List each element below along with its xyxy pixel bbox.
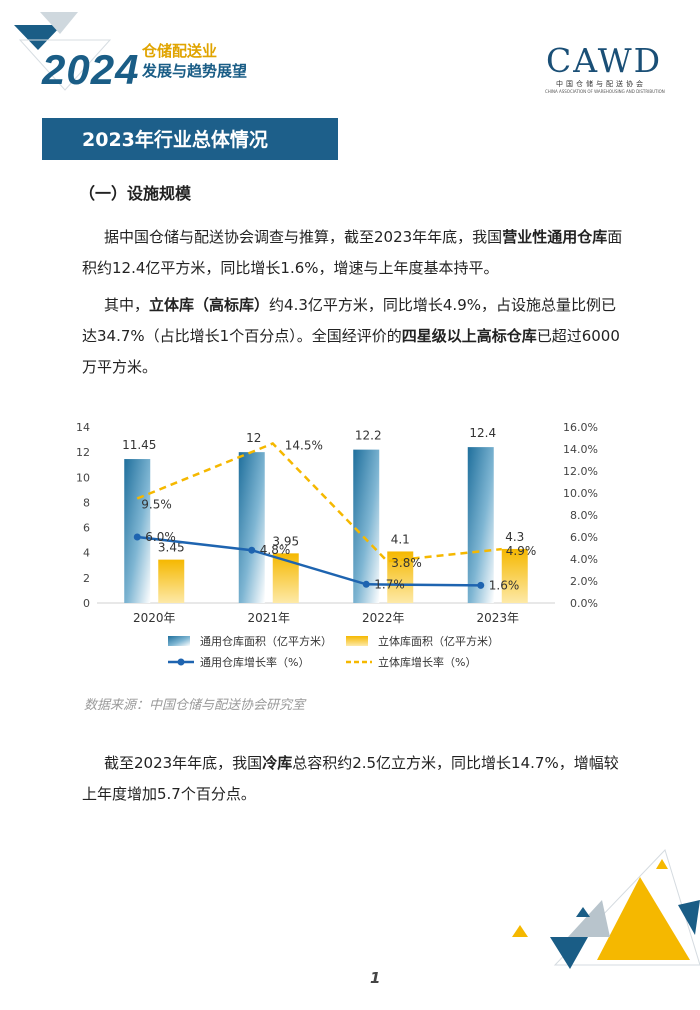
paragraph-text: 据中国仓储与配送协会调查与推算，截至2023年年底，我国 (104, 228, 503, 246)
paragraph-text: 总容积约2.5亿立方米，同比增长14.7%，增幅较上年度增加5.7个百分点。 (82, 754, 619, 803)
bar-label-high-standard: 4.3 (505, 530, 524, 544)
label-general-warehouse-growth: 4.8% (260, 543, 291, 557)
footer-triangle-blue (550, 937, 588, 969)
paragraph-bold-text: 冷库 (262, 754, 293, 772)
bar-general-warehouse (124, 459, 151, 603)
header-title-line2: 发展与趋势展望 (142, 62, 248, 80)
cawd-logo: CAWD (546, 41, 663, 80)
y-axis-tick-label: 12 (76, 446, 90, 459)
legend-swatch (346, 636, 368, 646)
y-axis-tick-label: 0 (83, 597, 90, 610)
paragraph-cold-storage: 截至2023年年底，我国冷库总容积约2.5亿立方米，同比增长14.7%，增幅较上… (82, 748, 630, 810)
point-general-warehouse-growth (477, 581, 485, 589)
header-triangle-dark (14, 25, 62, 50)
legend-entry: 立体库增长率（%） (378, 655, 476, 669)
line-high-standard-growth (136, 442, 502, 563)
y2-axis-tick-label: 2.0% (570, 575, 598, 588)
y2-axis-tick-label: 16.0% (563, 421, 598, 434)
paragraph-text: 截至2023年年底，我国 (104, 754, 263, 772)
bar-label-general-warehouse: 12 (246, 431, 261, 445)
bar-label-general-warehouse: 12.2 (355, 429, 382, 443)
y2-axis-tick-label: 0.0% (570, 597, 598, 610)
header-triangle-outline (18, 39, 112, 91)
paragraph-bold-text: 立体库（高标库） (149, 296, 270, 314)
label-high-standard-growth: 4.9% (506, 544, 537, 558)
y-axis-tick-label: 6 (83, 522, 90, 535)
x-axis-category-label: 2020年 (133, 611, 176, 625)
label-general-warehouse-growth: 1.7% (374, 577, 405, 591)
bar-label-high-standard: 4.1 (391, 532, 410, 546)
paragraph-bold-text: 营业性通用仓库 (502, 228, 608, 246)
point-general-warehouse-growth (362, 580, 370, 588)
label-high-standard-growth: 14.5% (285, 439, 323, 453)
bar-label-general-warehouse: 11.45 (122, 438, 156, 452)
section-title-bar (42, 118, 338, 160)
label-general-warehouse-growth: 6.0% (145, 530, 176, 544)
label-high-standard-growth: 9.5% (141, 498, 172, 512)
y2-axis-tick-label: 10.0% (563, 487, 598, 500)
header-year: 2024 (42, 46, 140, 93)
y2-axis-tick-label: 8.0% (570, 509, 598, 522)
warehouse-chart: 0 2 4 6 8 10 12 14 0.0% 2.0% 4.0% 6.0% 8.0% 10.0% 12.0… (76, 421, 598, 669)
legend-swatch (168, 636, 190, 646)
footer-triangle-tiny-blue (576, 907, 590, 917)
subsection-heading: （一）设施规模 (79, 184, 192, 203)
y-axis-tick-label: 10 (76, 471, 90, 484)
logo-english-name: CHINA ASSOCIATION OF WAREHOUSING AND DIS… (545, 89, 665, 94)
header-title-line1: 仓储配送业 (142, 42, 218, 60)
header-decoration (14, 12, 112, 91)
legend-entry: 通用仓库面积（亿平方米） (200, 634, 332, 648)
paragraph-general-warehouse: 据中国仓储与配送协会调查与推算，截至2023年年底，我国营业性通用仓库面积约12… (82, 222, 630, 284)
bar-general-warehouse (353, 449, 380, 603)
label-high-standard-growth: 3.8% (391, 556, 422, 570)
bar-high-standard (501, 548, 528, 603)
x-axis-category-label: 2021年 (247, 611, 290, 625)
y2-axis-tick-label: 4.0% (570, 553, 598, 566)
paragraph-text: 约4.3亿平方米，同比增长4.9%，占设施总量比例已达34.7%（占比增长1个百… (82, 296, 616, 345)
x-axis-category-label: 2022年 (362, 611, 405, 625)
footer-decoration (512, 849, 700, 969)
logo-chinese-name: 中国仓储与配送协会 (556, 80, 646, 88)
footer-triangle-large-yellow (597, 877, 690, 960)
y2-axis-tick-label: 6.0% (570, 531, 598, 544)
paragraph-high-standard: 其中，立体库（高标库）约4.3亿平方米，同比增长4.9%，占设施总量比例已达34… (82, 290, 630, 383)
legend-entry: 通用仓库增长率（%） (200, 655, 309, 669)
bar-label-general-warehouse: 12.4 (469, 426, 496, 440)
bar-general-warehouse (238, 452, 265, 603)
bar-general-warehouse (467, 447, 494, 603)
paragraph-text: 面积约12.4亿平方米，同比增长1.6%，增速与上年度基本持平。 (82, 228, 623, 277)
footer-triangle-small-yellow (512, 925, 528, 937)
y2-axis-tick-label: 14.0% (563, 443, 598, 456)
footer-triangle-tiny-yellow (656, 859, 668, 869)
y-axis-tick-label: 2 (83, 572, 90, 585)
section-title: 2023年行业总体情况 (82, 129, 268, 151)
page-number: 1 (370, 969, 381, 987)
footer-triangle-grey (568, 900, 610, 937)
point-general-warehouse-growth (248, 546, 256, 554)
bar-high-standard (158, 559, 185, 603)
line-general-warehouse-growth (137, 535, 481, 587)
y2-axis-tick-label: 12.0% (563, 465, 598, 478)
legend-entry: 立体库面积（亿平方米） (378, 634, 499, 648)
label-general-warehouse-growth: 1.6% (489, 578, 520, 592)
paragraph-text: 已超过6000万平方米。 (82, 327, 620, 376)
y-axis-tick-label: 8 (83, 496, 90, 509)
footer-triangle-right-blue (678, 900, 700, 935)
legend-swatch-marker (177, 658, 185, 666)
y-axis-tick-label: 4 (83, 547, 90, 560)
header-triangle-light (40, 12, 78, 34)
paragraph-bold-text: 四星级以上高标仓库 (401, 327, 537, 345)
data-source-note: 数据来源：中国仓储与配送协会研究室 (84, 698, 306, 713)
x-axis-category-label: 2023年 (476, 611, 519, 625)
y-axis-tick-label: 14 (76, 421, 90, 434)
bar-label-high-standard: 3.95 (272, 534, 299, 548)
bar-label-high-standard: 3.45 (158, 541, 185, 555)
paragraph-text: 其中， (104, 296, 150, 314)
point-general-warehouse-growth (133, 533, 141, 541)
